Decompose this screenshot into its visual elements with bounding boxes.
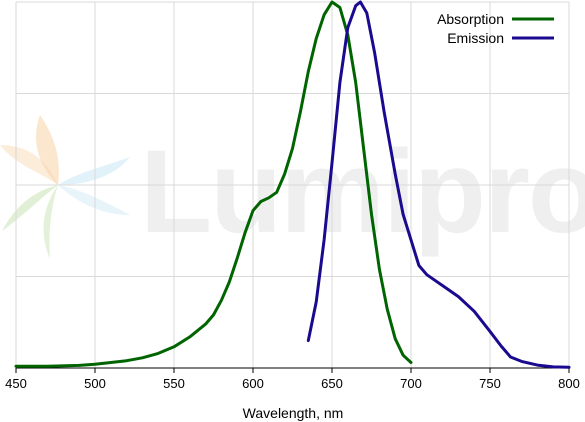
x-tick-label: 450 xyxy=(5,376,27,391)
x-tick-label: 550 xyxy=(163,376,185,391)
watermark-flower-icon xyxy=(0,115,130,259)
watermark-logo: Lumiprobe xyxy=(0,115,585,259)
x-tick-label: 600 xyxy=(242,376,264,391)
x-axis: 450 500 550 600 650 700 750 800 xyxy=(5,367,580,391)
legend-label-emission: Emission xyxy=(447,30,504,46)
x-tick-label: 650 xyxy=(321,376,343,391)
x-tick-label: 800 xyxy=(558,376,580,391)
x-axis-title: Wavelength, nm xyxy=(243,405,344,421)
legend-label-absorption: Absorption xyxy=(437,11,504,27)
x-tick-label: 700 xyxy=(400,376,422,391)
x-tick-label: 500 xyxy=(84,376,106,391)
x-tick-label: 750 xyxy=(479,376,501,391)
legend: Absorption Emission xyxy=(437,11,554,46)
series-layer xyxy=(14,0,571,369)
grid xyxy=(15,1,570,369)
series-line-emission xyxy=(306,0,571,369)
series-line-absorption xyxy=(14,0,413,368)
